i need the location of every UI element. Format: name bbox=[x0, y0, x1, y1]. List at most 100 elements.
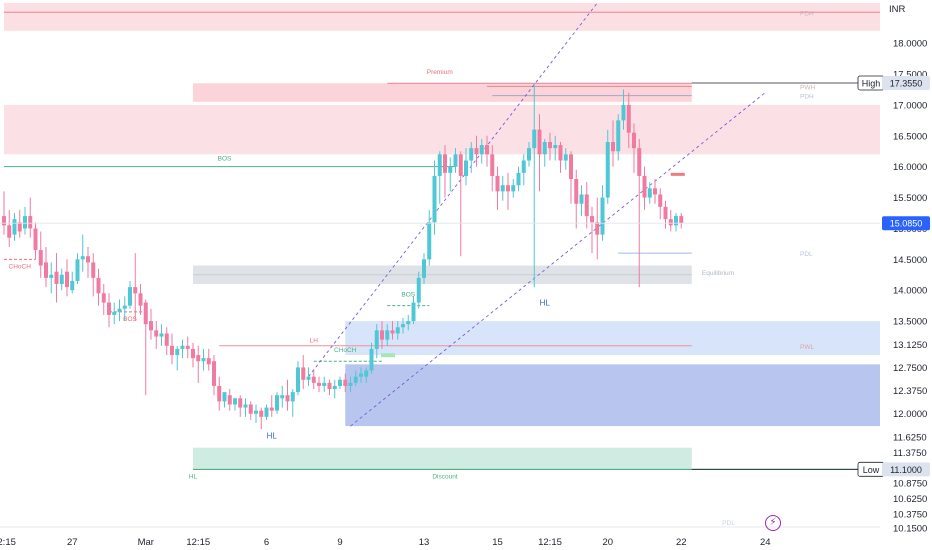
candle[interactable] bbox=[185, 345, 190, 349]
candle[interactable] bbox=[616, 120, 621, 152]
candle[interactable] bbox=[259, 410, 264, 417]
candle[interactable] bbox=[464, 160, 468, 176]
candle[interactable] bbox=[128, 287, 132, 306]
candle[interactable] bbox=[364, 370, 369, 377]
candle[interactable] bbox=[17, 222, 22, 232]
candle[interactable] bbox=[28, 216, 33, 229]
candle[interactable] bbox=[332, 385, 337, 390]
candle[interactable] bbox=[632, 132, 636, 149]
candle[interactable] bbox=[653, 188, 657, 195]
candle[interactable] bbox=[154, 330, 159, 337]
candle[interactable] bbox=[248, 404, 253, 414]
candle[interactable] bbox=[101, 293, 106, 303]
candle[interactable] bbox=[317, 382, 321, 386]
candle[interactable] bbox=[663, 206, 668, 220]
candle[interactable] bbox=[143, 302, 148, 325]
candle[interactable] bbox=[469, 148, 474, 161]
candle[interactable] bbox=[65, 271, 69, 288]
candle[interactable] bbox=[458, 154, 463, 176]
candle[interactable] bbox=[112, 311, 117, 315]
candle[interactable] bbox=[443, 154, 447, 173]
candle[interactable] bbox=[642, 175, 647, 198]
candle[interactable] bbox=[306, 376, 311, 380]
candle[interactable] bbox=[511, 185, 516, 192]
candle[interactable] bbox=[416, 277, 421, 303]
candle[interactable] bbox=[437, 154, 442, 176]
candle[interactable] bbox=[311, 376, 316, 383]
candle[interactable] bbox=[584, 194, 589, 217]
candle[interactable] bbox=[490, 154, 495, 176]
candle[interactable] bbox=[579, 194, 584, 204]
candle[interactable] bbox=[133, 287, 138, 294]
candle[interactable] bbox=[170, 345, 174, 356]
candle[interactable] bbox=[637, 148, 642, 176]
candle[interactable] bbox=[70, 280, 75, 291]
candle[interactable] bbox=[96, 277, 101, 294]
candle[interactable] bbox=[674, 216, 678, 226]
candle[interactable] bbox=[595, 222, 600, 235]
candle[interactable] bbox=[238, 398, 243, 408]
candle[interactable] bbox=[164, 333, 169, 346]
candle[interactable] bbox=[668, 219, 673, 226]
candle[interactable] bbox=[191, 348, 195, 359]
candle[interactable] bbox=[495, 175, 500, 192]
candle[interactable] bbox=[658, 194, 663, 207]
candle[interactable] bbox=[374, 330, 379, 349]
candle[interactable] bbox=[422, 259, 426, 278]
candle[interactable] bbox=[542, 141, 547, 155]
low-badge[interactable] bbox=[882, 462, 930, 477]
price-axis[interactable] bbox=[880, 0, 932, 550]
candle[interactable] bbox=[553, 145, 558, 149]
candle[interactable] bbox=[196, 355, 201, 362]
candle[interactable] bbox=[38, 250, 43, 266]
candle[interactable] bbox=[264, 407, 269, 417]
candle[interactable] bbox=[201, 358, 206, 362]
candle[interactable] bbox=[348, 382, 353, 386]
candle[interactable] bbox=[107, 302, 111, 315]
candle[interactable] bbox=[600, 197, 605, 235]
candle[interactable] bbox=[122, 305, 127, 309]
candle[interactable] bbox=[647, 188, 652, 198]
candle[interactable] bbox=[605, 141, 610, 198]
candle[interactable] bbox=[432, 175, 437, 223]
candle[interactable] bbox=[590, 216, 594, 223]
candle[interactable] bbox=[532, 129, 537, 149]
candle[interactable] bbox=[54, 271, 59, 285]
candle[interactable] bbox=[516, 172, 521, 186]
candle[interactable] bbox=[343, 379, 348, 386]
candle[interactable] bbox=[611, 141, 615, 152]
candle[interactable] bbox=[44, 262, 48, 278]
candle[interactable] bbox=[474, 148, 479, 155]
candle[interactable] bbox=[149, 321, 153, 331]
candle[interactable] bbox=[33, 228, 38, 251]
candle[interactable] bbox=[548, 141, 552, 149]
candle[interactable] bbox=[138, 293, 143, 306]
candle[interactable] bbox=[411, 302, 416, 322]
high-badge[interactable] bbox=[882, 75, 930, 90]
candle[interactable] bbox=[206, 358, 211, 365]
candle[interactable] bbox=[527, 148, 531, 161]
candle[interactable] bbox=[280, 395, 285, 399]
candle[interactable] bbox=[322, 382, 327, 386]
candle[interactable] bbox=[243, 404, 248, 408]
candle[interactable] bbox=[448, 166, 453, 173]
candle[interactable] bbox=[254, 410, 258, 414]
candle[interactable] bbox=[296, 367, 300, 393]
candle[interactable] bbox=[285, 395, 290, 402]
candle[interactable] bbox=[23, 216, 27, 229]
candle[interactable] bbox=[7, 225, 12, 238]
candle[interactable] bbox=[395, 327, 400, 334]
candle[interactable] bbox=[338, 379, 342, 386]
candle[interactable] bbox=[574, 179, 579, 204]
candle[interactable] bbox=[506, 185, 510, 192]
candle[interactable] bbox=[301, 367, 306, 380]
candle[interactable] bbox=[49, 274, 54, 278]
candle[interactable] bbox=[521, 160, 526, 173]
candle[interactable] bbox=[180, 345, 185, 349]
candle[interactable] bbox=[369, 348, 374, 371]
candle[interactable] bbox=[380, 330, 384, 340]
candle[interactable] bbox=[558, 145, 563, 161]
candle[interactable] bbox=[2, 216, 6, 226]
candle[interactable] bbox=[479, 145, 484, 155]
